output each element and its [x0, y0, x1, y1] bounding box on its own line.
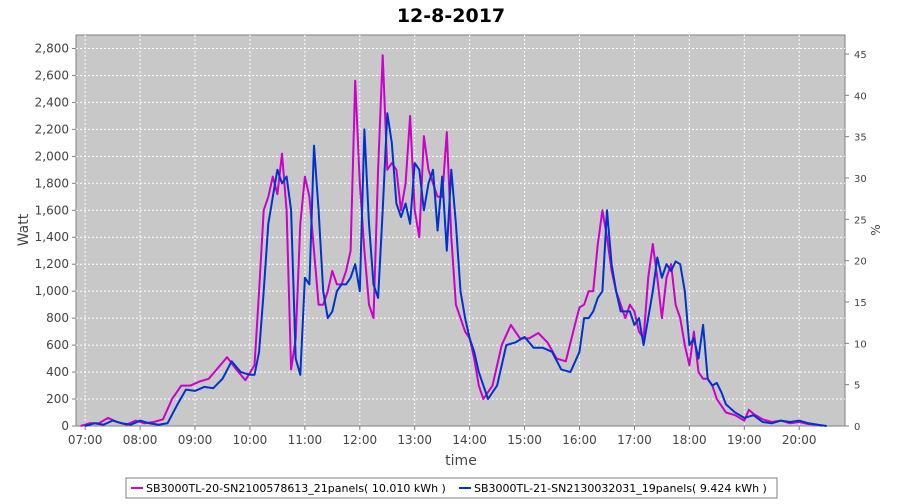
- y2-tick-label: 20: [854, 257, 867, 268]
- y-axis-right: 0 5 10 15 20 25 30 35 40 45: [845, 50, 867, 433]
- x-axis: 07:00 08:00 09:00 10:00 11:00 12:00 13:00 14:00…: [68, 426, 817, 447]
- x-tick-label: 16:00: [562, 433, 597, 447]
- chart-title: 12-8-2017: [397, 5, 505, 27]
- y-tick-label: 2,200: [35, 122, 69, 136]
- y2-tick-label: 45: [854, 50, 867, 61]
- y-tick-label: 1,000: [35, 284, 69, 298]
- x-tick-label: 20:00: [782, 433, 817, 447]
- series-line-1: [80, 54, 823, 427]
- y-tick-label: 1,800: [35, 176, 69, 190]
- y-tick-label: 200: [46, 392, 69, 406]
- x-tick-label: 10:00: [233, 433, 268, 447]
- y-tick-label: 0: [61, 419, 69, 433]
- y-tick-label: 2,800: [35, 41, 69, 55]
- y-tick-label: 800: [46, 311, 69, 325]
- x-tick-label: 07:00: [68, 433, 103, 447]
- y-tick-label: 600: [46, 338, 69, 352]
- y-tick-label: 1,600: [35, 203, 69, 217]
- y-tick-label: 2,400: [35, 95, 69, 109]
- x-tick-label: 17:00: [617, 433, 652, 447]
- y-tick-label: 400: [46, 365, 69, 379]
- y-axis-left: 0 200 400 600 800 1,000 1,200 1,400 1,600 1,800 2,…: [35, 41, 76, 433]
- y2-tick-label: 25: [854, 215, 867, 226]
- x-tick-label: 19:00: [727, 433, 762, 447]
- y-axis-label: Watt: [16, 213, 32, 246]
- x-tick-label: 12:00: [343, 433, 378, 447]
- y2-tick-label: 5: [854, 381, 860, 392]
- x-tick-label: 13:00: [397, 433, 432, 447]
- x-axis-label: time: [445, 453, 477, 469]
- y-tick-label: 1,400: [35, 230, 69, 244]
- x-tick-label: 15:00: [507, 433, 542, 447]
- y2-tick-label: 30: [854, 174, 867, 185]
- y-tick-label: 2,000: [35, 149, 69, 163]
- x-tick-label: 08:00: [123, 433, 158, 447]
- x-tick-label: 11:00: [288, 433, 323, 447]
- series-line-2: [84, 112, 827, 427]
- y-tick-label: 2,600: [35, 68, 69, 82]
- legend-box: [125, 477, 778, 499]
- y2-tick-label: 15: [854, 298, 867, 309]
- x-tick-label: 14:00: [452, 433, 487, 447]
- x-tick-label: 18:00: [672, 433, 707, 447]
- legend: SB3000TL-20-SN2100578613_21panels( 10.01…: [125, 477, 778, 499]
- y2-axis-label: %: [869, 224, 883, 235]
- y2-tick-label: 40: [854, 91, 867, 102]
- legend-label-series-2: SB3000TL-21-SN2130032031_19panels( 9.424…: [474, 482, 767, 495]
- series-lines: [80, 54, 827, 427]
- y2-tick-label: 0: [854, 422, 860, 433]
- y-tick-label: 1,200: [35, 257, 69, 271]
- legend-label-series-1: SB3000TL-20-SN2100578613_21panels( 10.01…: [146, 482, 446, 495]
- plot-area: [75, 34, 846, 427]
- y2-tick-label: 35: [854, 133, 867, 144]
- x-tick-label: 09:00: [178, 433, 213, 447]
- y2-tick-label: 10: [854, 339, 867, 350]
